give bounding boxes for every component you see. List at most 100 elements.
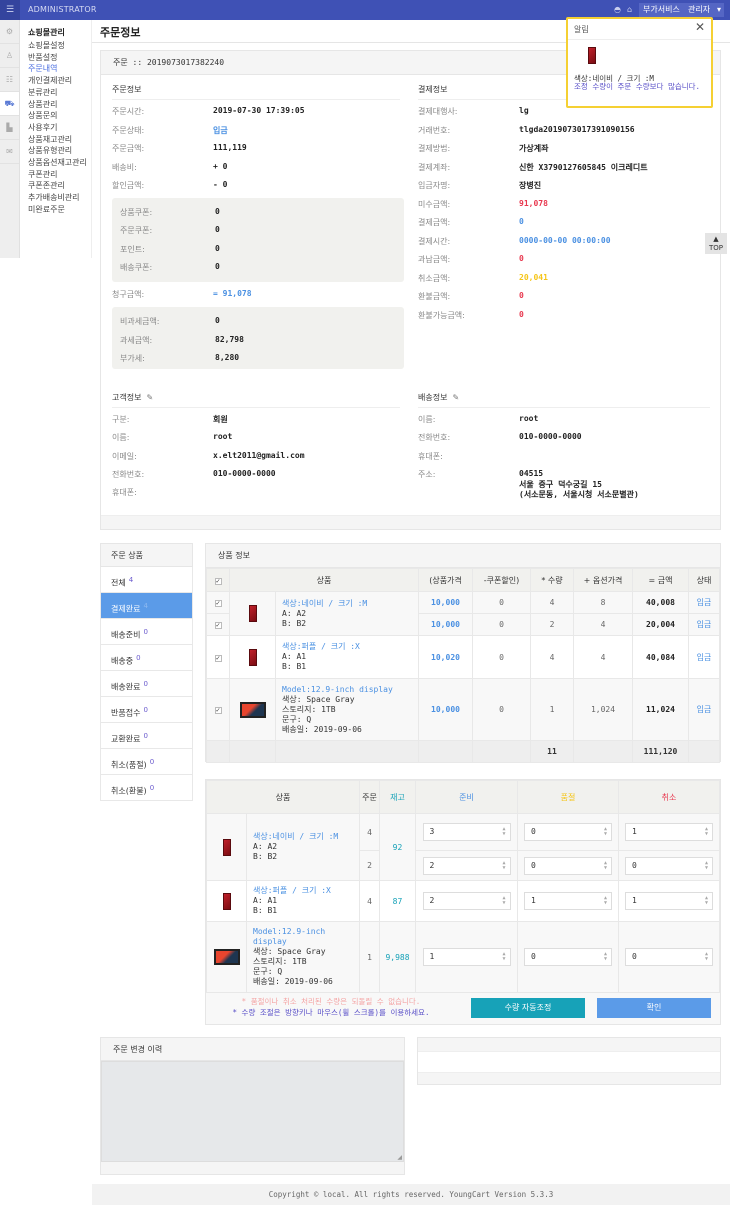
ready-qty-stepper[interactable]: 3 ▲ ▼ bbox=[422, 823, 511, 841]
spinner-icon[interactable]: ▲ ▼ bbox=[704, 859, 708, 871]
board-icon[interactable]: ☷ bbox=[0, 68, 19, 92]
status-link[interactable]: 입금 bbox=[688, 635, 720, 679]
member-icon[interactable]: ♙ bbox=[0, 44, 19, 68]
admin-button[interactable]: 관리자 bbox=[684, 3, 715, 17]
confirm-button[interactable]: 확인 bbox=[597, 998, 711, 1018]
cancel-qty-stepper[interactable]: 0 ▲ ▼ bbox=[625, 948, 713, 966]
sidebar-item[interactable]: 상품재고관리 bbox=[28, 134, 73, 144]
status-tab[interactable]: 반품접수 0 bbox=[100, 697, 193, 723]
scroll-top-button[interactable]: ▲ TOP bbox=[705, 233, 727, 254]
product-option-line: B: B1 bbox=[282, 662, 307, 671]
field-label: 과세금액: bbox=[120, 335, 153, 345]
product-option-line: 배송일: 2019-09-06 bbox=[282, 724, 362, 734]
status-tab[interactable]: 배송준비 0 bbox=[100, 619, 193, 645]
mail-icon[interactable]: ✉ bbox=[0, 140, 19, 164]
spinner-icon[interactable]: ▲ ▼ bbox=[704, 826, 708, 837]
status-tab[interactable]: 배송완료 0 bbox=[100, 671, 193, 697]
sidebar-item[interactable]: 반품설정 bbox=[28, 52, 58, 62]
ready-qty-stepper[interactable]: 1 ▲ ▼ bbox=[422, 948, 511, 966]
ready-qty-stepper[interactable]: 2 ▲ ▼ bbox=[422, 892, 511, 910]
status-tab[interactable]: 교환완료 0 bbox=[100, 723, 193, 749]
close-icon[interactable]: ✕ bbox=[694, 20, 705, 34]
row-checkbox[interactable]: ✓ bbox=[206, 635, 230, 679]
status-tab-count: 0 bbox=[143, 706, 148, 714]
status-link[interactable]: 입금 bbox=[688, 678, 720, 741]
field-label: 결제계좌: bbox=[418, 162, 451, 172]
soldout-qty-stepper[interactable]: 0 ▲ ▼ bbox=[524, 948, 612, 966]
status-link[interactable]: 입금 bbox=[688, 591, 720, 614]
globe-icon[interactable]: ◓ bbox=[614, 5, 621, 14]
status-link[interactable]: 입금 bbox=[688, 613, 720, 636]
status-tab[interactable]: 결제완료 4 bbox=[100, 593, 193, 619]
status-tab-label: 교환완료 bbox=[111, 734, 141, 744]
edit-icon[interactable]: ✎ bbox=[146, 393, 154, 402]
field-label: 거래번호: bbox=[418, 125, 451, 135]
settings-icon[interactable]: ⚙ bbox=[0, 20, 19, 44]
price-cell: 10,000 bbox=[418, 613, 473, 636]
soldout-qty-stepper[interactable]: 1 ▲ ▼ bbox=[524, 892, 612, 910]
sidebar-item[interactable]: 주문내역 bbox=[28, 64, 58, 74]
sidebar-item[interactable]: 분류관리 bbox=[28, 87, 58, 97]
sidebar-item[interactable]: 쿠폰관리 bbox=[28, 169, 58, 179]
spinner-icon[interactable]: ▲ ▼ bbox=[603, 859, 607, 871]
menu-toggle-icon[interactable]: ☰ bbox=[0, 0, 20, 20]
address-line: (서소문동, 서울시청 서소문별관) bbox=[519, 490, 639, 499]
spinner-icon[interactable]: ▲ ▼ bbox=[502, 895, 506, 906]
product-name-link[interactable]: 색상:퍼플 / 크기 :X bbox=[253, 886, 331, 895]
spinner-icon[interactable]: ▲ ▼ bbox=[704, 951, 708, 962]
status-tab[interactable]: 전체 4 bbox=[100, 567, 193, 593]
history-textarea[interactable]: ◢ bbox=[101, 1061, 404, 1162]
spinner-icon[interactable]: ▲ ▼ bbox=[603, 951, 607, 962]
ready-qty-stepper[interactable]: 2 ▲ ▼ bbox=[422, 856, 511, 875]
home-icon[interactable]: ⌂ bbox=[627, 5, 633, 14]
sidebar-item[interactable]: 개인결제관리 bbox=[28, 76, 73, 86]
history-title: 주문 변경 이력 bbox=[101, 1038, 404, 1061]
product-name-link[interactable]: Model:12.9-inch display bbox=[282, 684, 393, 694]
sidebar-item[interactable]: 상품옵션재고관리 bbox=[28, 158, 87, 168]
sidebar-item[interactable]: 쇼핑몰설정 bbox=[28, 41, 65, 50]
spinner-icon[interactable]: ▲ ▼ bbox=[603, 895, 607, 906]
spinner-icon[interactable]: ▲ ▼ bbox=[603, 826, 607, 837]
cart-icon[interactable]: ⛟ bbox=[0, 92, 19, 116]
sidebar-item[interactable]: 사용후기 bbox=[28, 122, 58, 132]
product-name-link[interactable]: Model:12.9-inch display bbox=[253, 927, 326, 946]
status-tab[interactable]: 취소(품절) 0 bbox=[100, 749, 193, 775]
product-cell: Model:12.9-inch display 색상: Space Gray 스토리… bbox=[246, 921, 360, 993]
stock-cell: 87 bbox=[379, 880, 416, 922]
sidebar-item[interactable]: 상품문의 bbox=[28, 111, 58, 121]
cancel-qty-stepper[interactable]: 0 ▲ ▼ bbox=[625, 856, 713, 875]
sidebar-item[interactable]: 미완료주문 bbox=[28, 204, 65, 214]
product-name-link[interactable]: 색상:퍼플 / 크기 :X bbox=[282, 642, 360, 651]
cancel-qty-stepper[interactable]: 1 ▲ ▼ bbox=[625, 892, 713, 910]
admin-dropdown-icon[interactable]: ▾ bbox=[714, 3, 725, 17]
soldout-qty-stepper[interactable]: 0 ▲ ▼ bbox=[524, 823, 612, 841]
sidebar-item[interactable]: 상품관리 bbox=[28, 99, 58, 109]
spinner-icon[interactable]: ▲ ▼ bbox=[502, 826, 506, 837]
resize-handle-icon[interactable]: ◢ bbox=[397, 1154, 402, 1161]
auto-adjust-button[interactable]: 수량 자동조정 bbox=[471, 998, 585, 1018]
order-panel: 주문 :: 2019073017382240 bbox=[100, 50, 721, 530]
edit-icon[interactable]: ✎ bbox=[452, 393, 460, 402]
status-tab[interactable]: 취소(환불) 0 bbox=[100, 775, 193, 801]
select-all-checkbox[interactable]: ✓ bbox=[206, 568, 230, 592]
status-tab[interactable]: 배송중 0 bbox=[100, 645, 193, 671]
field-value[interactable]: 입금 bbox=[213, 125, 228, 135]
product-name-link[interactable]: 색상:네이비 / 크기 :M bbox=[282, 598, 368, 608]
spinner-icon[interactable]: ▲ ▼ bbox=[502, 859, 506, 871]
row-checkbox[interactable]: ✓ bbox=[206, 591, 230, 614]
sidebar-item[interactable]: 추가배송비관리 bbox=[28, 193, 80, 203]
stats-icon[interactable]: ▙ bbox=[0, 116, 19, 140]
spinner-icon[interactable]: ▲ ▼ bbox=[704, 895, 708, 906]
stepper-value: 0 bbox=[531, 952, 536, 961]
spinner-icon[interactable]: ▲ ▼ bbox=[502, 951, 506, 962]
addon-service-button[interactable]: 부가서비스 bbox=[639, 3, 684, 17]
product-name-link[interactable]: 색상:네이비 / 크기 :M bbox=[253, 832, 339, 841]
sidebar-item[interactable]: 상품유형관리 bbox=[28, 146, 73, 156]
soldout-qty-stepper[interactable]: 0 ▲ ▼ bbox=[524, 856, 612, 875]
amount-cell: 40,008 bbox=[632, 591, 689, 614]
sidebar-item[interactable]: 쿠폰존관리 bbox=[28, 181, 65, 191]
row-checkbox[interactable]: ✓ bbox=[206, 613, 230, 636]
cancel-qty-stepper[interactable]: 1 ▲ ▼ bbox=[625, 823, 713, 841]
status-tab-count: 0 bbox=[143, 680, 148, 688]
row-checkbox[interactable]: ✓ bbox=[206, 678, 230, 741]
